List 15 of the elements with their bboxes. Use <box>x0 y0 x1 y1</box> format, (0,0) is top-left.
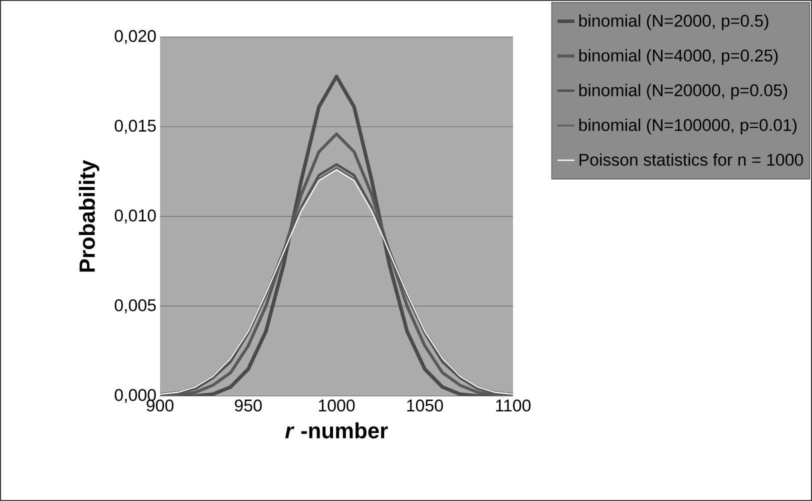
x-tick-label: 950 <box>234 400 262 412</box>
legend-label: binomial (N=20000, p=0.05) <box>579 84 788 100</box>
y-tick-label: 0,020 <box>114 30 156 44</box>
x-tick-label: 1050 <box>407 400 443 412</box>
x-tick-label: 1100 <box>496 400 531 412</box>
legend-label: binomial (N=2000, p=0.5) <box>579 14 768 30</box>
legend-label: Poisson statistics for n = 1000 <box>580 153 804 166</box>
y-tick-label: 0,015 <box>114 120 156 134</box>
y-tick-label: 0,010 <box>114 209 156 224</box>
y-axis-title: Probability <box>78 160 100 272</box>
legend-label: binomial (N=4000, p=0.25) <box>579 49 778 65</box>
legend-label: binomial (N=100000, p=0.01) <box>579 118 796 134</box>
x-tick-label: 1000 <box>318 400 355 412</box>
x-axis-title: r -number <box>285 422 388 438</box>
y-tick-label: 0,005 <box>114 299 156 314</box>
